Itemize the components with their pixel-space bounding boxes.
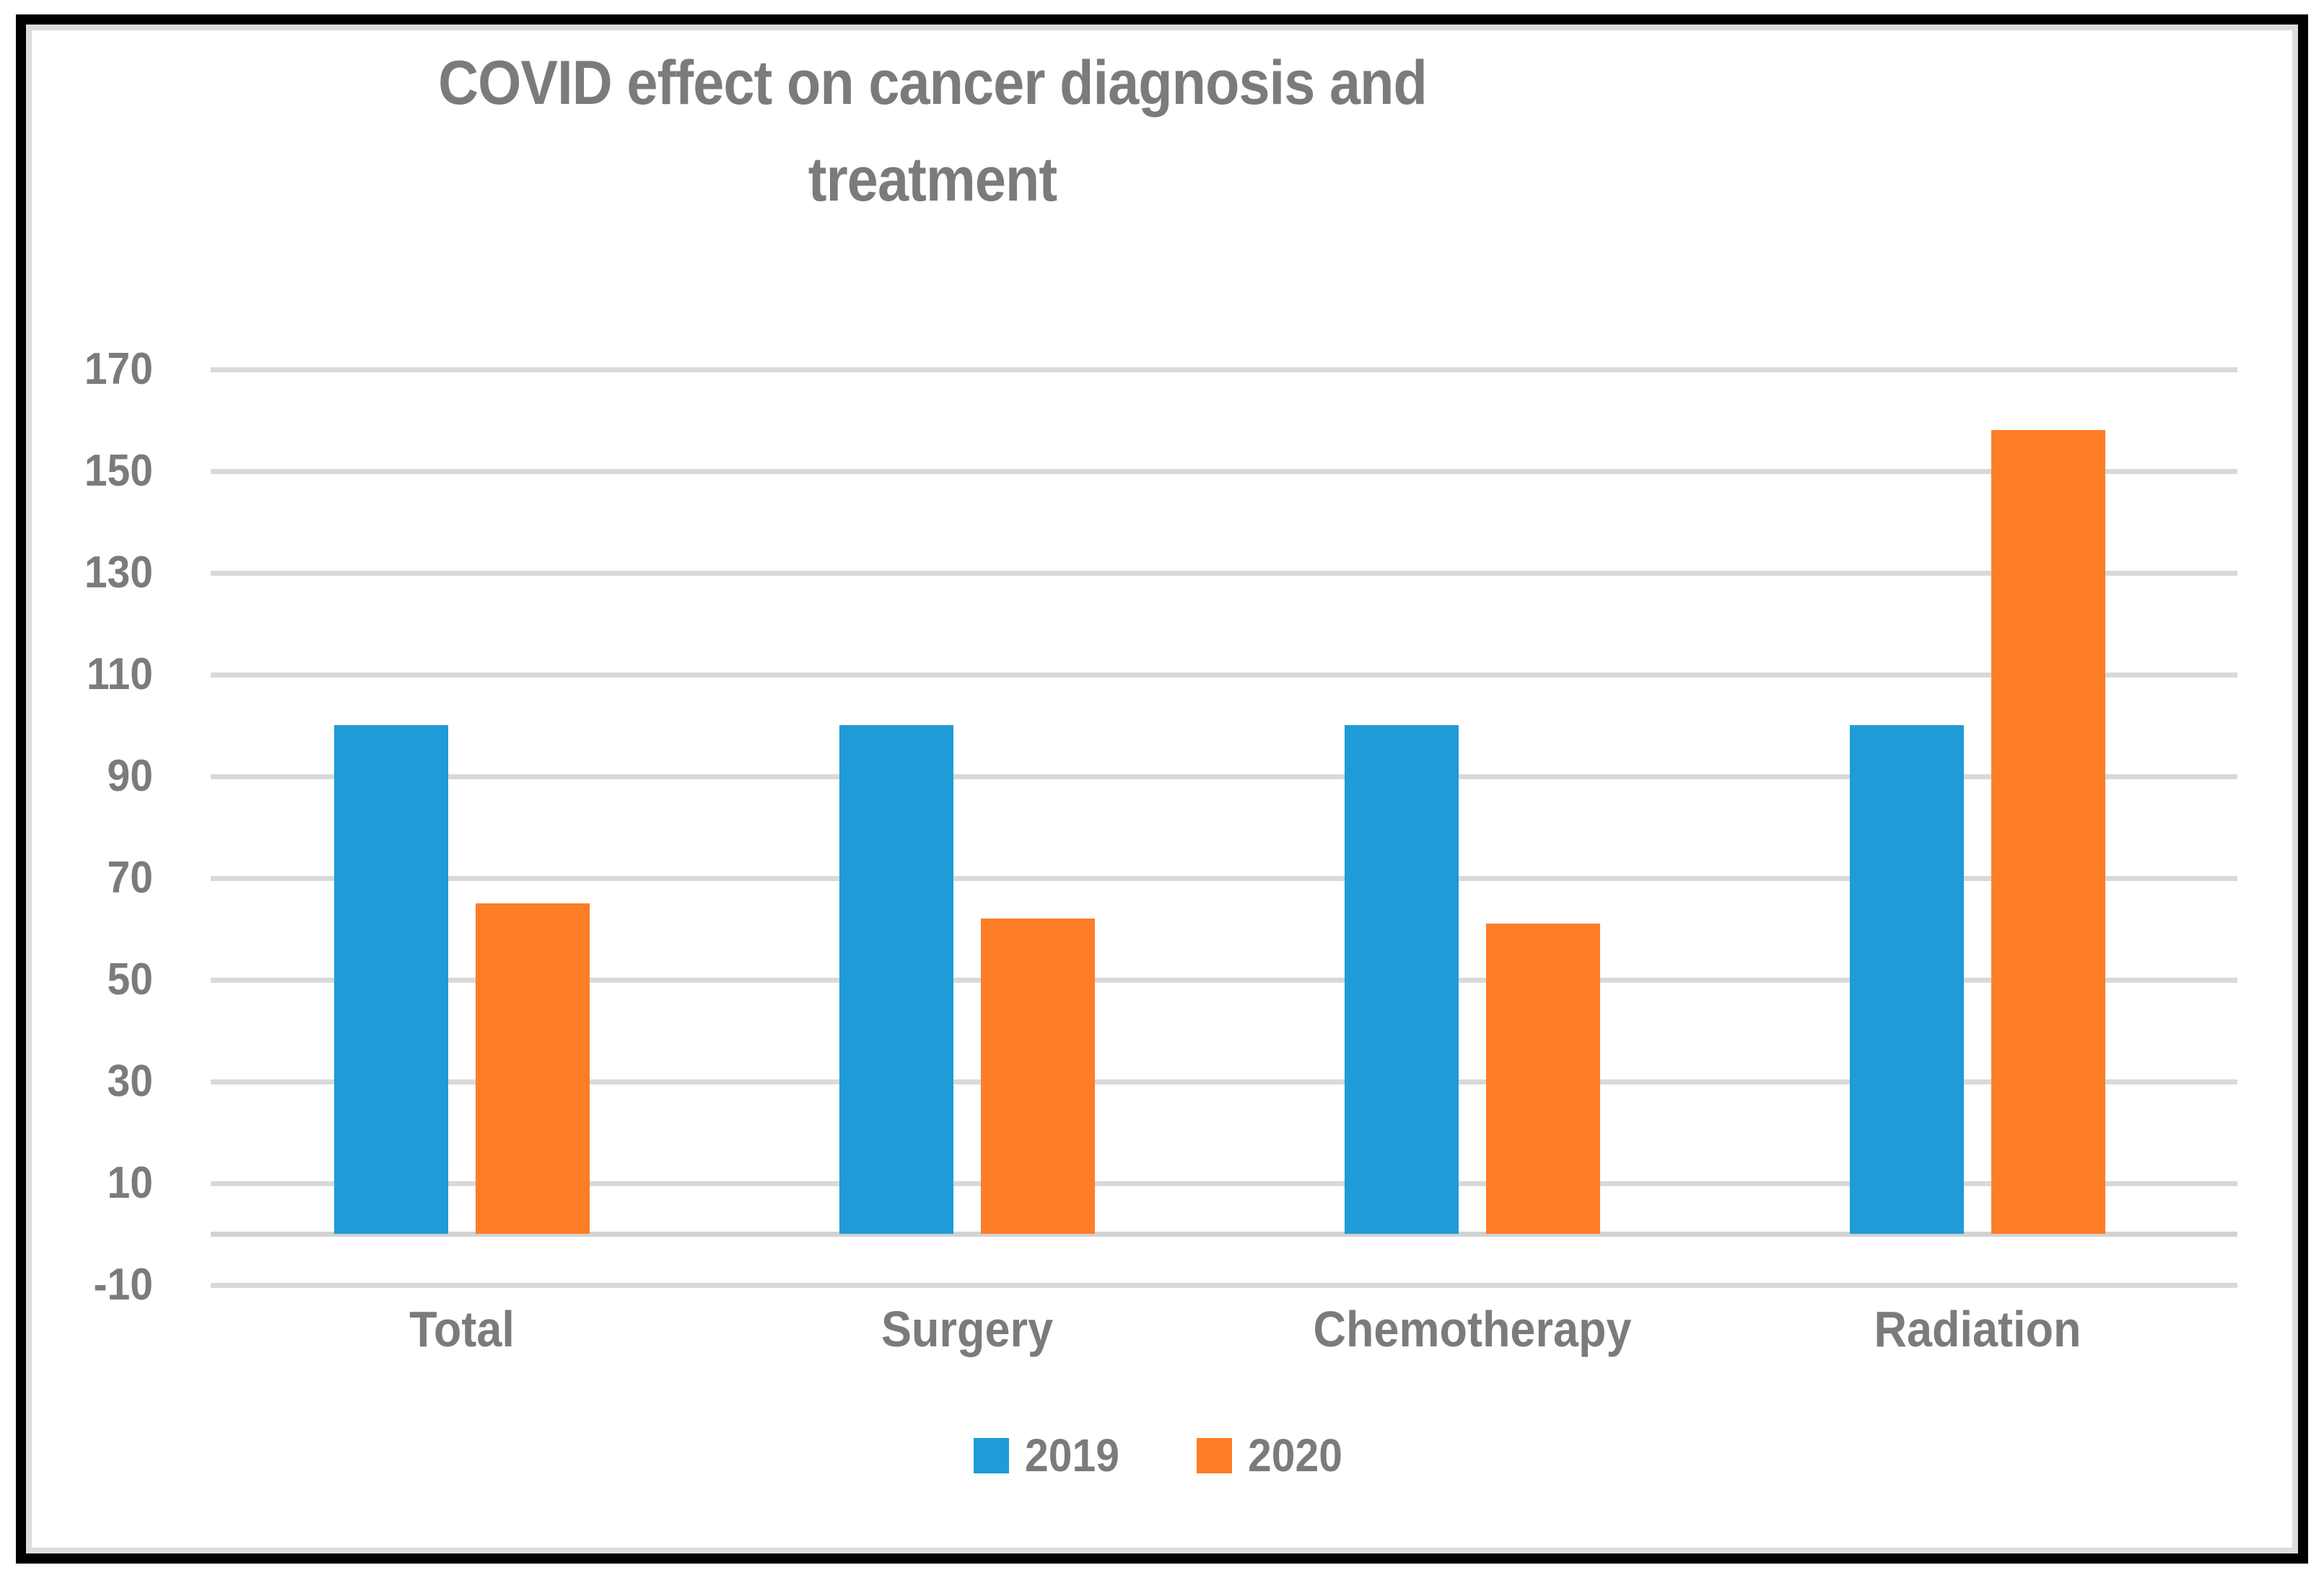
legend-label-2020: 2020 [1248,1429,1342,1481]
gridline [211,875,2237,881]
gridline [211,367,2237,372]
category-label-total: Total [409,1301,515,1357]
y-tick-label: 70 [107,852,153,903]
y-tick-label: 90 [107,750,153,801]
category-label-chemotherapy: Chemotherapy [1313,1301,1632,1357]
bar-2020-total [476,903,590,1234]
gridline [211,468,2237,474]
gridline [211,773,2237,779]
legend-swatch-2020 [1197,1437,1232,1473]
bar-2020-chemotherapy [1486,924,1600,1234]
gridline [211,672,2237,678]
legend: 2019 2020 [0,1423,2324,1488]
legend-item-2020: 2020 [1197,1423,1350,1488]
gridline [211,570,2237,576]
y-tick-label: 30 [107,1056,153,1106]
y-tick-label: 110 [86,649,153,699]
y-tick-label: 50 [107,954,153,1004]
y-tick-label: 170 [84,343,153,394]
gridline [211,1079,2237,1084]
bar-2019-total [334,725,448,1234]
y-tick-label: 150 [84,445,153,496]
category-label-surgery: Surgery [881,1301,1054,1357]
y-tick-label: 130 [84,547,153,597]
chart-title: COVID effect on cancer diagnosis and tre… [438,48,1428,214]
legend-label-2019: 2019 [1024,1429,1119,1481]
bar-2020-radiation [1991,430,2105,1234]
gridline [211,1282,2237,1288]
category-label-radiation: Radiation [1874,1301,2081,1357]
bar-2020-surgery [981,919,1095,1234]
legend-item-2019: 2019 [973,1423,1127,1488]
bar-2019-chemotherapy [1345,725,1459,1234]
gridline [211,1180,2237,1186]
legend-swatch-2019 [973,1437,1009,1473]
bar-2019-radiation [1850,725,1964,1234]
baseline-gridline [211,1232,2237,1237]
y-tick-label: -10 [93,1259,153,1310]
y-tick-label: 10 [107,1157,153,1208]
gridline [211,977,2237,983]
bar-2019-surgery [839,725,953,1234]
